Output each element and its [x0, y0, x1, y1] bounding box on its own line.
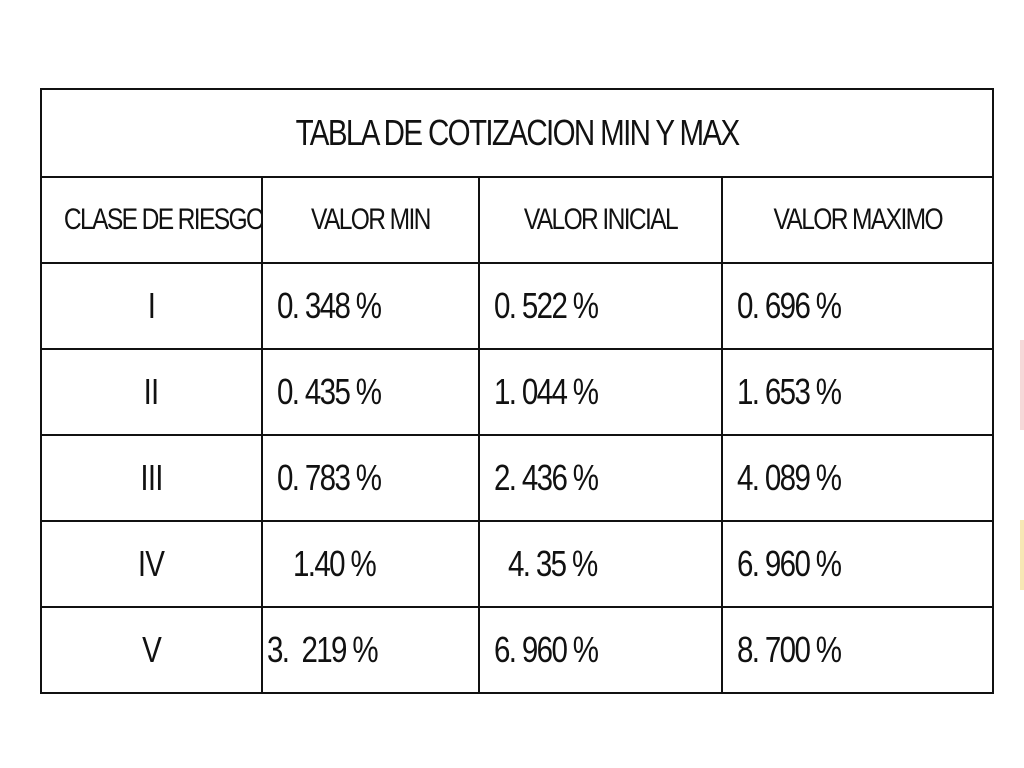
risk-class-cell: III: [40, 434, 263, 522]
initial-value-cell: 4. 35 %: [478, 520, 723, 608]
max-value-cell: 6. 960 %: [721, 520, 994, 608]
table-title-row: TABLA DE COTIZACION MIN Y MAX: [40, 88, 994, 178]
min-value-cell: 1.40 %: [261, 520, 480, 608]
edge-decoration: [1020, 520, 1024, 590]
min-value-cell: 0. 348 %: [261, 262, 480, 350]
initial-value-cell: 1. 044 %: [478, 348, 723, 436]
max-value-cell: 8. 700 %: [721, 606, 994, 694]
table-row: IV 1.40 % 4. 35 % 6. 960 %: [40, 520, 994, 608]
table-header-row: CLASE DE RIESGO VALOR MIN VALOR INICIAL …: [40, 176, 994, 264]
quotation-table: TABLA DE COTIZACION MIN Y MAX CLASE DE R…: [40, 88, 994, 694]
initial-value-cell: 0. 522 %: [478, 262, 723, 350]
table-row: V 3. 219 % 6. 960 % 8. 700 %: [40, 606, 994, 694]
max-value-cell: 4. 089 %: [721, 434, 994, 522]
initial-value-cell: 2. 436 %: [478, 434, 723, 522]
risk-class-cell: V: [40, 606, 263, 694]
header-clase-de-riesgo: CLASE DE RIESGO: [40, 176, 263, 264]
min-value-cell: 0. 783 %: [261, 434, 480, 522]
table-row: II 0. 435 % 1. 044 % 1. 653 %: [40, 348, 994, 436]
risk-class-cell: II: [40, 348, 263, 436]
initial-value-cell: 6. 960 %: [478, 606, 723, 694]
header-valor-min: VALOR MIN: [261, 176, 480, 264]
max-value-cell: 0. 696 %: [721, 262, 994, 350]
edge-decoration: [1020, 340, 1024, 430]
max-value-cell: 1. 653 %: [721, 348, 994, 436]
min-value-cell: 3. 219 %: [261, 606, 480, 694]
header-valor-inicial: VALOR INICIAL: [478, 176, 723, 264]
table-title-cell: TABLA DE COTIZACION MIN Y MAX: [40, 88, 994, 178]
risk-class-cell: IV: [40, 520, 263, 608]
table-row: I 0. 348 % 0. 522 % 0. 696 %: [40, 262, 994, 350]
risk-class-cell: I: [40, 262, 263, 350]
min-value-cell: 0. 435 %: [261, 348, 480, 436]
header-valor-maximo: VALOR MAXIMO: [721, 176, 994, 264]
table-row: III 0. 783 % 2. 436 % 4. 089 %: [40, 434, 994, 522]
table-title: TABLA DE COTIZACION MIN Y MAX: [295, 112, 741, 153]
